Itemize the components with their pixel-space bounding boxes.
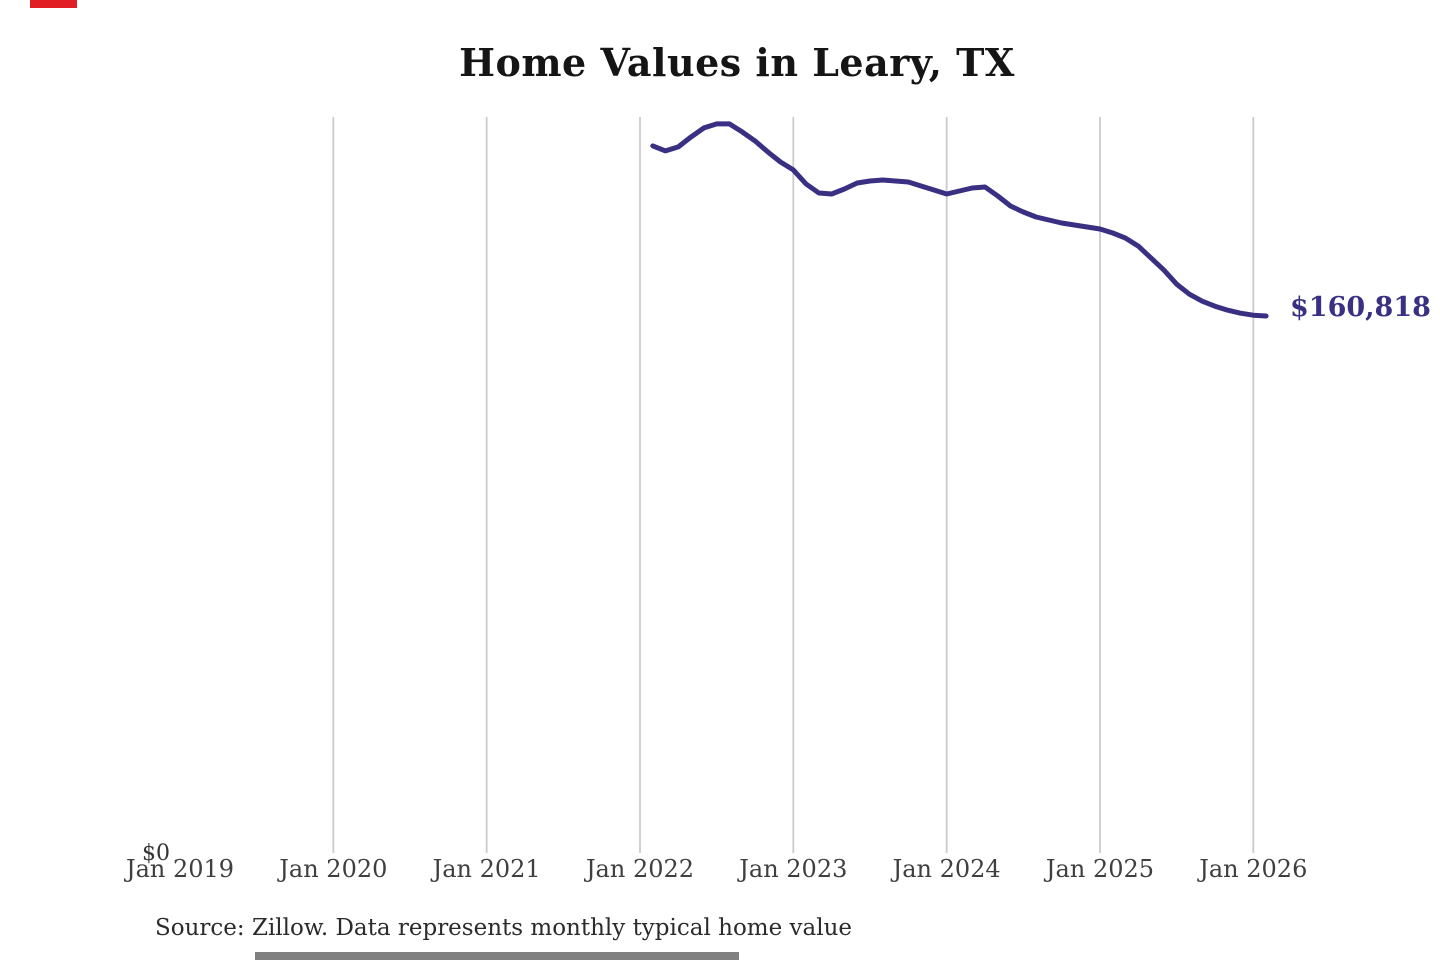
top-left-red-marker-artifact xyxy=(30,0,77,8)
x-tick-label-jan-2024: Jan 2024 xyxy=(892,855,1001,883)
x-tick-label-jan-2019: Jan 2019 xyxy=(125,855,235,883)
source-attribution: Source: Zillow. Data represents monthly … xyxy=(155,915,853,941)
x-tick-label-jan-2022: Jan 2022 xyxy=(585,855,695,883)
chart-title: Home Values in Leary, TX xyxy=(459,40,1015,85)
x-tick-label-jan-2020: Jan 2020 xyxy=(279,855,388,883)
y-axis-zero-label: $0 xyxy=(142,841,170,866)
home-value-line xyxy=(650,121,1269,319)
bottom-cutoff-element-artifact xyxy=(255,952,739,960)
x-tick-label-jan-2026: Jan 2026 xyxy=(1199,855,1308,883)
latest-value-label: $160,818 xyxy=(1290,292,1431,323)
x-tick-label-jan-2021: Jan 2021 xyxy=(432,855,541,883)
x-tick-label-jan-2023: Jan 2023 xyxy=(739,855,848,883)
x-tick-label-jan-2025: Jan 2025 xyxy=(1045,855,1155,883)
